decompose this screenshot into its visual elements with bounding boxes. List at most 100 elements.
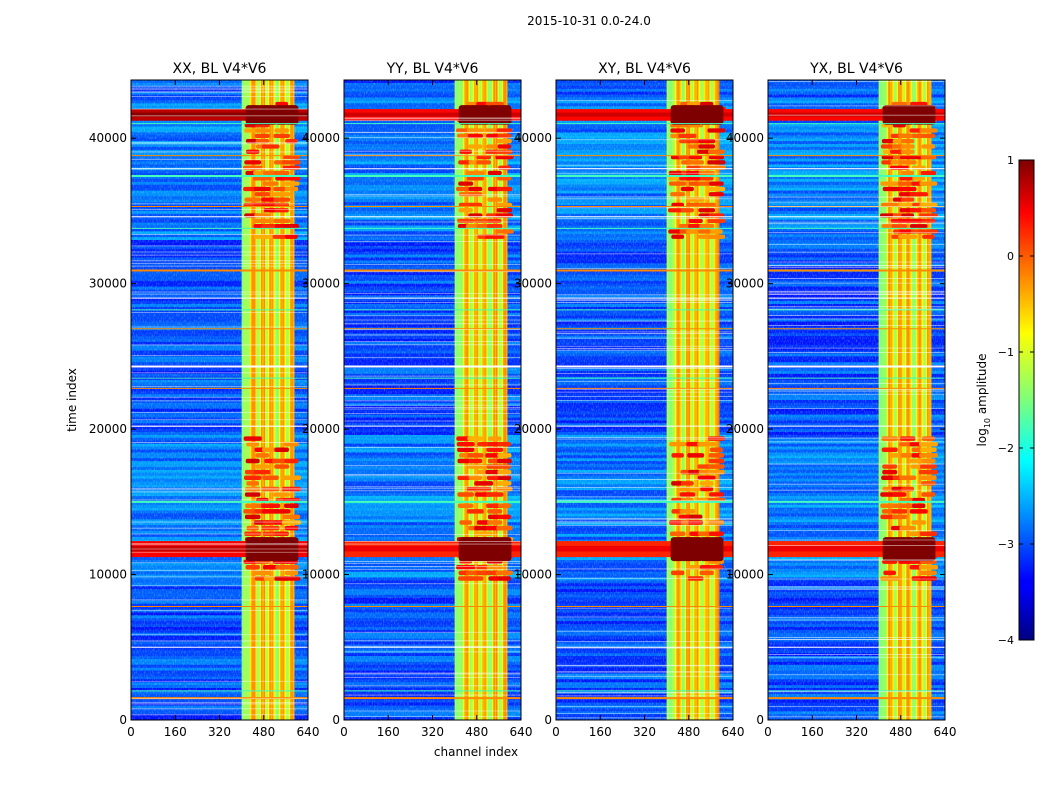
- channel-column: [273, 80, 276, 720]
- rfi-blotch: [284, 186, 299, 192]
- channel-column: [927, 80, 929, 720]
- rfi-blotch: [700, 101, 714, 107]
- channel-column: [881, 80, 884, 720]
- panel-4: YX, BL V4*V6 0 160 320 480 640 0 10000 20000 3000…: [726, 61, 957, 739]
- rfi-blotch: [688, 520, 704, 525]
- channel-column: [914, 80, 917, 720]
- rfi-blotch: [898, 202, 917, 208]
- y-tick-label: 20000: [89, 422, 127, 436]
- rfi-blotch: [891, 101, 908, 107]
- rfi-blotch: [891, 224, 908, 229]
- channel-column: [471, 80, 473, 720]
- channel-column: [695, 80, 698, 720]
- colorbar-tick-label: −3: [998, 538, 1014, 551]
- channel-column: [281, 80, 284, 720]
- rfi-blotch: [909, 509, 928, 514]
- rfi-blotch: [283, 224, 300, 229]
- channel-column: [248, 80, 251, 720]
- channel-column: [918, 80, 921, 720]
- channel-column: [929, 80, 932, 720]
- channel-column: [669, 80, 672, 720]
- strong-time-band-core: [768, 112, 945, 117]
- channel-column: [706, 80, 709, 720]
- rfi-blotch: [496, 139, 512, 144]
- rfi-blotch: [468, 202, 483, 208]
- rfi-blotch: [709, 447, 723, 453]
- channel-column: [494, 80, 497, 720]
- rfi-blotch: [467, 436, 484, 441]
- channel-column: [687, 80, 690, 720]
- rfi-blotch: [456, 565, 476, 570]
- rfi-blotch: [899, 503, 917, 508]
- rfi-blotch: [283, 565, 299, 570]
- channel-column: [892, 80, 895, 720]
- channel-column: [464, 80, 466, 720]
- channel-column: [715, 80, 717, 720]
- rfi-blotch: [919, 128, 938, 133]
- x-tick-label: 480: [465, 725, 488, 739]
- rfi-blotch: [881, 447, 898, 453]
- channel-column: [886, 80, 889, 720]
- rfi-blotch: [253, 186, 271, 192]
- rfi-blotch: [710, 229, 723, 234]
- colorbar-tick-label: 1: [1007, 154, 1014, 167]
- y-tick-label: 40000: [302, 131, 340, 145]
- rfi-blotch: [495, 229, 514, 234]
- rfi-blotch: [900, 453, 915, 458]
- saturated-blob: [263, 105, 278, 125]
- rfi-blotch: [486, 565, 503, 570]
- y-tick-label: 0: [756, 713, 764, 727]
- channel-column: [903, 80, 906, 720]
- channel-column: [483, 80, 486, 720]
- channel-column: [692, 80, 695, 720]
- channel-column: [925, 80, 928, 720]
- channel-column: [712, 80, 714, 720]
- saturated-blob: [497, 105, 512, 125]
- channel-column: [672, 80, 674, 720]
- rfi-blotch: [261, 503, 281, 508]
- colorbar-frame: [1018, 159, 1035, 641]
- channel-column: [292, 80, 295, 720]
- rfi-blotch: [686, 197, 705, 202]
- colorbar-tick-label: −1: [998, 346, 1014, 359]
- rfi-blotch: [921, 481, 936, 486]
- figure-suptitle: 2015-10-31 0.0-24.0: [527, 14, 651, 28]
- channel-column: [913, 80, 915, 720]
- rfi-blotch: [699, 481, 714, 486]
- y-tick-label: 20000: [514, 422, 552, 436]
- channel-column: [907, 80, 910, 720]
- rfi-blotch: [485, 101, 504, 107]
- y-axis-label: time index: [65, 368, 79, 432]
- saturated-blob: [709, 537, 724, 562]
- rfi-blotch: [899, 525, 916, 531]
- channel-column: [904, 80, 907, 720]
- channel-column: [473, 80, 476, 720]
- channel-column: [487, 80, 490, 720]
- rfi-blotch: [498, 503, 511, 508]
- y-tick-label: 10000: [514, 568, 552, 582]
- channel-column: [270, 80, 273, 720]
- channel-column: [274, 80, 277, 720]
- rfi-blotch: [680, 186, 694, 192]
- channel-column: [496, 80, 498, 720]
- y-tick-label: 40000: [726, 131, 764, 145]
- channel-column: [486, 80, 489, 720]
- rfi-blotch: [262, 181, 279, 186]
- rfi-blotch: [495, 570, 514, 576]
- rfi-blotch: [468, 458, 483, 464]
- rfi-blotch: [496, 208, 513, 213]
- rfi-blotch: [688, 218, 703, 223]
- channel-column: [906, 80, 908, 720]
- channel-column: [489, 80, 491, 720]
- channel-column: [244, 80, 247, 720]
- rfi-blotch: [671, 234, 685, 239]
- channel-column: [896, 80, 899, 720]
- rfi-blotch: [900, 144, 915, 149]
- rfi-blotch: [254, 192, 271, 197]
- rfi-blotch: [497, 458, 512, 464]
- x-tick-label: 160: [589, 725, 612, 739]
- rfi-blotch: [468, 186, 483, 192]
- y-tick-label: 0: [332, 713, 340, 727]
- channel-column: [241, 80, 244, 720]
- channel-column: [491, 80, 494, 720]
